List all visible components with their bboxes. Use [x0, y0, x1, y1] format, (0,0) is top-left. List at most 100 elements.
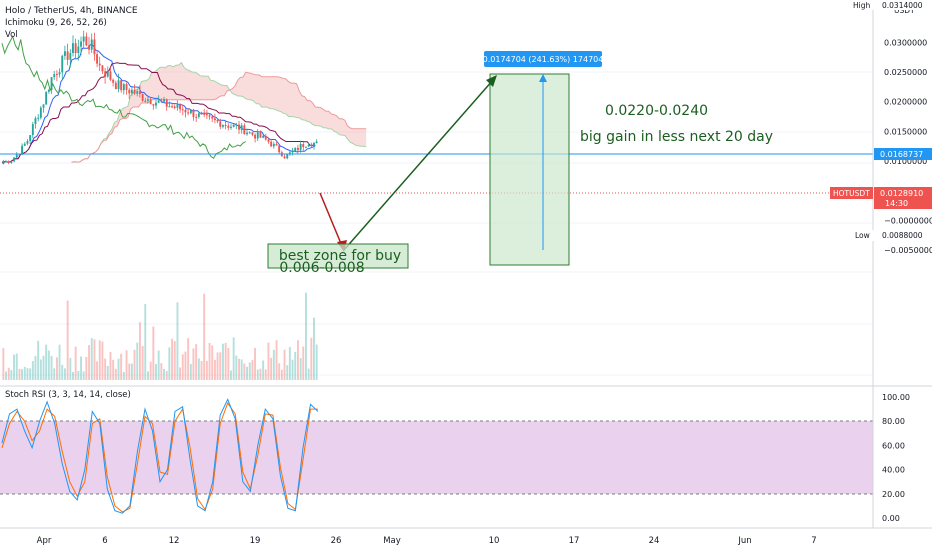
volume-bar [315, 344, 318, 380]
volume-bar [133, 349, 136, 380]
candle-body [74, 43, 77, 53]
candle-body [13, 157, 15, 162]
rsi-tick-label: 60.00 [882, 441, 905, 450]
candle-body [248, 132, 251, 134]
volume-bar [275, 340, 278, 380]
candle-body [53, 74, 56, 78]
candle-body [106, 71, 109, 77]
volume-bar [176, 302, 179, 380]
measure-label-box [484, 51, 602, 67]
candle-body [72, 43, 74, 53]
candle-body [85, 36, 88, 46]
volume-bar [222, 343, 224, 380]
candle-body [114, 82, 117, 90]
volume-bar [240, 359, 243, 380]
low-value: 0.0088000 [882, 231, 923, 240]
candle-body [42, 104, 45, 108]
volume-bar [181, 354, 184, 380]
target-note-text: big gain in less next 20 day [580, 129, 773, 145]
high-badge [848, 0, 932, 10]
volume-bar [232, 337, 235, 380]
candle-body [101, 65, 104, 72]
volume-bar [246, 366, 248, 380]
volume-bar [21, 369, 23, 380]
candle-body [31, 124, 34, 136]
candle-body [160, 100, 163, 102]
kijun-line [1, 62, 316, 163]
time-tick-label: 12 [169, 536, 180, 546]
rsi-axis[interactable]: 100.00 80.00 60.00 40.00 20.00 0.00 [882, 393, 910, 523]
buy-zone-box[interactable] [267, 243, 409, 269]
volume-bar [278, 363, 281, 380]
buy-range-label: 0.006-0.008 [279, 260, 364, 276]
volume-bar [61, 364, 64, 380]
candle-body [155, 102, 157, 106]
candle-body [240, 125, 243, 130]
candle-body [147, 99, 149, 101]
hline-value-badge [874, 148, 932, 160]
stoch-rsi-k-line [1, 398, 319, 514]
volume-bar [45, 344, 48, 380]
volume-bar [163, 368, 165, 380]
candle-body [256, 132, 259, 139]
candle-body [283, 156, 286, 159]
candle-body [299, 144, 302, 150]
candle-body [34, 118, 37, 125]
volume-bar [139, 322, 141, 380]
candle-body [310, 145, 313, 146]
candle-body [88, 45, 90, 50]
volume-bar [283, 349, 286, 380]
candle-body [216, 120, 219, 122]
candle-body [195, 116, 198, 118]
candle-body [214, 118, 216, 121]
target-zone-rect[interactable] [489, 73, 570, 266]
candle-body [238, 124, 240, 130]
volume-bar [64, 368, 66, 380]
candle-body [47, 90, 50, 92]
candle-body [104, 71, 107, 77]
candle-body [224, 125, 227, 126]
volume-bar [200, 361, 203, 380]
volume-bar [173, 341, 176, 380]
hline-value: 0.0168737 [880, 150, 923, 159]
volume-bar [109, 351, 112, 380]
candle-body [275, 143, 278, 146]
candle-body [305, 146, 307, 148]
price-axis[interactable]: 0.0300000 0.0250000 0.0200000 0.0150000 0.01… [884, 38, 932, 255]
volume-bar [112, 359, 115, 380]
volume-bar [125, 350, 128, 380]
candle-body [128, 89, 131, 94]
buy-zone-label: best zone for buy [279, 248, 401, 264]
candle-body [5, 161, 7, 163]
volume-bar [288, 347, 291, 380]
volume-bar [152, 326, 155, 380]
candle-body [2, 162, 5, 164]
indicator-volume: Vol [5, 30, 18, 40]
candle-body [246, 132, 248, 135]
time-axis[interactable]: Apr 6 12 19 26 May 10 17 24 Jun 7 [37, 536, 817, 546]
candle-body [219, 121, 222, 127]
candle-body [173, 106, 176, 108]
candle-body [211, 116, 214, 119]
volume-bar [187, 338, 190, 380]
candle-body [294, 147, 297, 152]
volume-bar [77, 371, 80, 380]
candle-body [259, 132, 262, 138]
chikou-line [1, 35, 246, 160]
rsi-tick-label: 0.00 [882, 514, 900, 523]
volume-bar [310, 337, 313, 380]
rsi-band [0, 421, 873, 494]
candle-body [80, 41, 82, 47]
volume-bar [147, 371, 149, 380]
candle-body [203, 113, 206, 115]
volume-bar [98, 340, 101, 380]
volume-bar [56, 357, 58, 380]
volume-bar [74, 346, 77, 380]
volume-bar [7, 367, 10, 380]
rsi-tick-label: 40.00 [882, 466, 905, 475]
volume-bar [34, 355, 37, 380]
volume-bar [26, 368, 29, 380]
volume-bar [122, 371, 125, 380]
candle-body [187, 112, 190, 114]
candle-body [90, 39, 93, 50]
